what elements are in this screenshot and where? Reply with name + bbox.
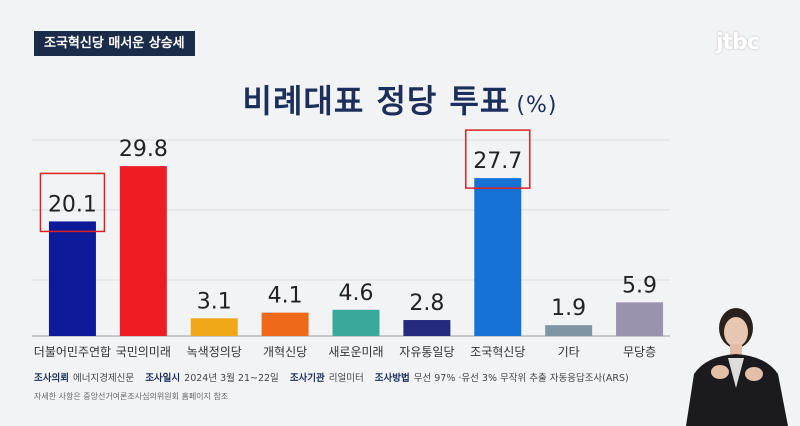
survey-info: 조사의뢰 에너지경제신문 조사일시 2024년 3월 21~22일 조사기관 리얼미터… bbox=[34, 370, 637, 384]
survey-date-value: 2024년 3월 21~22일 bbox=[184, 373, 279, 384]
survey-method-label: 조사방법 bbox=[374, 373, 410, 384]
value-label-6: 27.7 bbox=[473, 149, 522, 174]
bar-3 bbox=[261, 312, 309, 336]
highlight-box-6 bbox=[465, 129, 531, 189]
survey-date-label: 조사일시 bbox=[145, 373, 181, 384]
survey-agency-value: 리얼미터 bbox=[328, 373, 364, 384]
label-layer: 20.1 더불어민주연합 29.8 국민의미래 3.1 녹색정의당 4.1 개혁신당 4.6 새로… bbox=[34, 129, 657, 359]
value-label-3: 4.1 bbox=[268, 284, 303, 309]
topic-tag: 조국혁신당 매서운 상승세 bbox=[34, 31, 195, 56]
bar-2 bbox=[190, 318, 238, 336]
survey-client-label: 조사의뢰 bbox=[34, 373, 69, 384]
value-label-1: 29.8 bbox=[119, 137, 168, 162]
category-label-2: 녹색정의당 bbox=[187, 345, 242, 359]
value-label-5: 2.8 bbox=[409, 291, 444, 316]
category-label-7: 기타 bbox=[558, 345, 580, 359]
value-label-8: 5.9 bbox=[622, 273, 657, 298]
bar-6 bbox=[474, 178, 522, 336]
category-label-5: 자유통일당 bbox=[399, 345, 454, 359]
chart-title-text: 비례대표 정당 투표 bbox=[242, 82, 511, 120]
survey-method-value: 무선 97% ·유선 3% 무작위 추출 자동응답조사(ARS) bbox=[413, 373, 629, 384]
bar-1 bbox=[119, 166, 167, 336]
bar-5 bbox=[403, 320, 451, 336]
category-label-1: 국민의미래 bbox=[116, 345, 171, 359]
value-label-4: 4.6 bbox=[339, 281, 374, 306]
value-label-0: 20.1 bbox=[48, 192, 97, 217]
category-label-8: 무당층 bbox=[623, 345, 656, 359]
value-label-7: 1.9 bbox=[551, 296, 586, 321]
bar-7 bbox=[545, 325, 593, 336]
survey-client-value: 에너지경제신문 bbox=[72, 373, 135, 384]
category-label-0: 더불어민주연합 bbox=[34, 345, 111, 359]
bar-chart: 20.1 더불어민주연합 29.8 국민의미래 3.1 녹색정의당 4.1 개혁신당 4.6 새로… bbox=[32, 129, 670, 359]
survey-agency-label: 조사기관 bbox=[289, 373, 325, 384]
bar-layer bbox=[48, 166, 664, 336]
jtbc-logo: jtbc bbox=[716, 30, 760, 55]
bar-8 bbox=[616, 302, 664, 336]
category-label-6: 조국혁신당 bbox=[470, 345, 525, 359]
category-label-3: 개혁신당 bbox=[263, 345, 307, 359]
bar-4 bbox=[332, 309, 380, 336]
value-label-2: 3.1 bbox=[197, 289, 232, 314]
category-label-4: 새로운미래 bbox=[328, 345, 383, 359]
chart-unit: (%) bbox=[516, 93, 558, 118]
sign-language-interpreter-image bbox=[686, 308, 788, 426]
survey-note: 자세한 사항은 중앙선거여론조사심의위원회 홈페이지 참조 bbox=[34, 392, 229, 401]
bar-0 bbox=[48, 221, 96, 336]
chart-title: 비례대표 정당 투표 (%) bbox=[0, 76, 800, 122]
highlight-box-0 bbox=[39, 172, 106, 233]
